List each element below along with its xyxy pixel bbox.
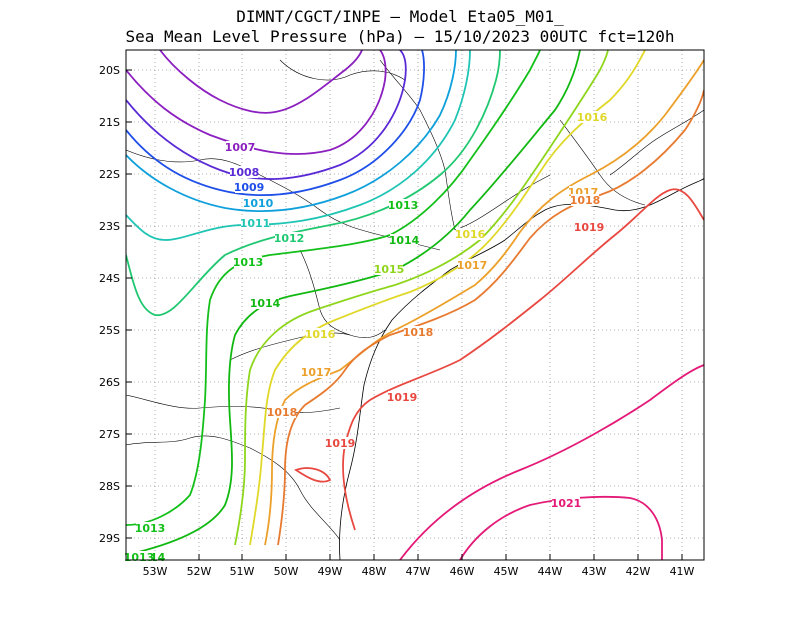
axis-ticks: 53W 52W 51W 50W 49W 48W 47W 46W 45W 44W 43W 42W 41W 2… xyxy=(99,64,695,578)
contour-label: 1017 xyxy=(301,366,332,379)
contour-label: 1007 xyxy=(225,141,256,154)
chart-title-line1: DIMNT/CGCT/INPE – Model Eta05_M01_ xyxy=(236,7,564,26)
isobar-1014 xyxy=(126,50,581,556)
contour-label-bg xyxy=(136,522,164,534)
lon-tick-label: 51W xyxy=(230,565,255,578)
contour-label: 1016 xyxy=(455,228,486,241)
lat-tick-label: 20S xyxy=(99,64,120,77)
contour-label: 1009 xyxy=(234,181,265,194)
contour-label: 1013 xyxy=(124,551,155,564)
lat-tick-label: 25S xyxy=(99,324,120,337)
contour-label: 1019 xyxy=(574,221,605,234)
contour-label-bg xyxy=(275,232,303,244)
isobar-1007b xyxy=(126,50,387,155)
lat-tick-label: 27S xyxy=(99,428,120,441)
lon-tick-label: 46W xyxy=(450,565,475,578)
isobar-1010 xyxy=(126,50,457,212)
contour-label-bg xyxy=(571,194,599,206)
contour-label: 1016 xyxy=(305,328,336,341)
contour-label-bg xyxy=(306,328,334,340)
contour-label-bg xyxy=(230,166,258,178)
isobar-contours xyxy=(126,50,704,560)
lat-tick-label: 26S xyxy=(99,376,120,389)
isobar-1013 xyxy=(126,50,541,526)
contour-label: 1017 xyxy=(457,259,488,272)
contour-label: 1008 xyxy=(229,166,260,179)
contour-label: 1016 xyxy=(577,111,608,124)
isobar-1017 xyxy=(264,59,704,546)
lon-tick-label: 47W xyxy=(406,565,431,578)
contour-label-bg xyxy=(302,366,330,378)
map-frame xyxy=(125,49,705,561)
contour-label: 1015 xyxy=(374,263,405,276)
isobar-1007 xyxy=(159,50,363,114)
contour-label-bg xyxy=(575,221,603,233)
contour-label-bg xyxy=(458,259,486,271)
contour-label-bg xyxy=(552,497,580,509)
lon-tick-label: 49W xyxy=(318,565,343,578)
lon-tick-label: 53W xyxy=(143,565,168,578)
isobar-1008 xyxy=(126,50,407,180)
contour-label: 1013 xyxy=(135,522,166,535)
lon-tick-label: 43W xyxy=(582,565,607,578)
contour-label-bg xyxy=(375,263,403,275)
contour-label: 1019 xyxy=(325,437,356,450)
contour-label-bg xyxy=(235,181,263,193)
contour-label: 1018 xyxy=(570,194,601,207)
contour-label: 1011 xyxy=(240,217,271,230)
contour-label-bg xyxy=(241,217,269,229)
contour-label: 1021 xyxy=(551,497,582,510)
contour-label-bg xyxy=(388,391,416,403)
contour-label: 1010 xyxy=(243,197,274,210)
lon-tick-label: 48W xyxy=(362,565,387,578)
lat-tick-label: 24S xyxy=(99,272,120,285)
lat-tick-label: 23S xyxy=(99,220,120,233)
contour-label: 1012 xyxy=(274,232,305,245)
isobar-1016 xyxy=(249,50,646,546)
isobar-1009 xyxy=(126,50,425,197)
lon-tick-label: 41W xyxy=(670,565,695,578)
contour-label-bg xyxy=(251,297,279,309)
lon-tick-label: 50W xyxy=(274,565,299,578)
isobar-1021 xyxy=(459,495,663,560)
contour-label-bg xyxy=(390,234,418,246)
contour-label-bg xyxy=(268,406,296,418)
contour-label-bg xyxy=(578,111,606,123)
isobar-1019-closed xyxy=(294,467,332,483)
lat-tick-label: 28S xyxy=(99,480,120,493)
lat-tick-label: 21S xyxy=(99,116,120,129)
lon-tick-label: 45W xyxy=(494,565,519,578)
lat-tick-label: 22S xyxy=(99,168,120,181)
isobar-1011 xyxy=(126,50,471,241)
contour-label-bg xyxy=(389,199,417,211)
isobar-1015 xyxy=(234,50,609,546)
isobar-1012 xyxy=(126,50,501,316)
chart-title-line2: Sea Mean Level Pressure (hPa) – 15/10/20… xyxy=(125,27,675,46)
contour-label: 1014 xyxy=(389,234,420,247)
contour-label: 1013 xyxy=(233,256,264,269)
lon-tick-label: 52W xyxy=(187,565,212,578)
contour-label: 1018 xyxy=(403,326,434,339)
isobar-1018 xyxy=(277,89,704,546)
lat-tick-label: 29S xyxy=(99,532,120,545)
contour-label: 1014 xyxy=(250,297,281,310)
contour-label-bg xyxy=(226,141,254,153)
contour-label-bg xyxy=(326,437,354,449)
contour-label: 1019 xyxy=(387,391,418,404)
grid-lines xyxy=(126,50,704,560)
coastline-and-borders xyxy=(126,59,704,560)
contour-label-bg xyxy=(404,326,432,338)
contour-label-bg xyxy=(456,228,484,240)
contour-label-bg xyxy=(234,256,262,268)
lon-tick-label: 44W xyxy=(538,565,563,578)
contour-label: 1013 xyxy=(388,199,419,212)
isobar-1020 xyxy=(399,364,704,560)
contour-label-bg xyxy=(244,197,272,209)
lon-tick-label: 42W xyxy=(626,565,651,578)
contour-label: 1018 xyxy=(267,406,298,419)
